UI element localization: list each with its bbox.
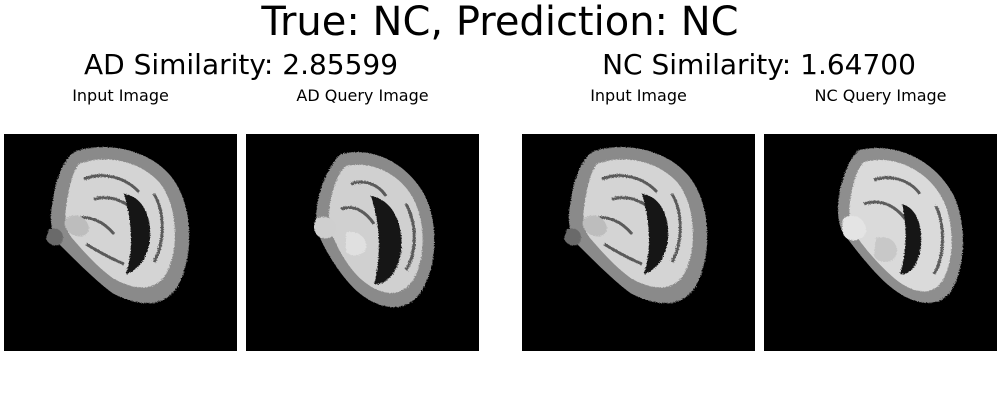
- nc-query-image: [764, 134, 997, 351]
- input-image-left: [4, 134, 237, 351]
- nc-group-title: NC Similarity: 1.64700: [518, 47, 1000, 83]
- brain-scan-ad-query: [246, 134, 479, 351]
- figure-title: True: NC, Prediction: NC: [0, 0, 1000, 44]
- brain-scan-nc-query: [764, 134, 997, 351]
- ad-group-title: AD Similarity: 2.85599: [0, 47, 482, 83]
- ad-query-image: [246, 134, 479, 351]
- input-image-right: [522, 134, 755, 351]
- brain-scan-input-right: [522, 134, 755, 351]
- panel-title-nc-query: NC Query Image: [764, 86, 997, 106]
- panel-title-ad-query: AD Query Image: [246, 86, 479, 106]
- panel-title-input-left: Input Image: [4, 86, 237, 106]
- panel-title-input-right: Input Image: [522, 86, 755, 106]
- brain-scan-input-left: [4, 134, 237, 351]
